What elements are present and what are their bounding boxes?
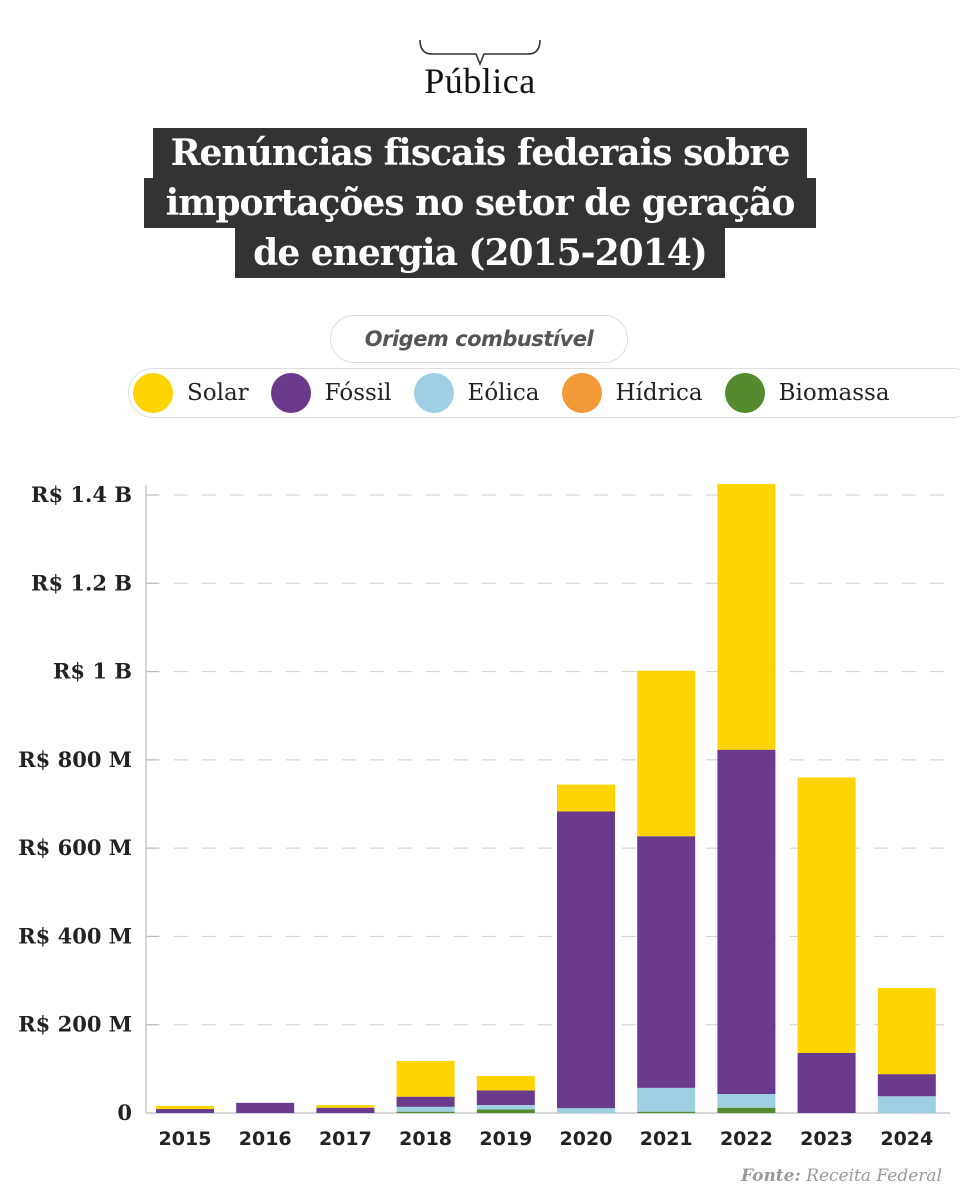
- bar-segment-fossil-2018: [396, 1096, 455, 1107]
- legend-label: Solar: [187, 380, 249, 406]
- legend-item-biomassa: Biomassa: [724, 373, 890, 413]
- bar-segment-biomassa-2021: [637, 1111, 696, 1113]
- bar-segment-biomassa-2018: [396, 1111, 455, 1113]
- legend-label: Hídrica: [615, 380, 703, 406]
- legend-label: Eólica: [467, 380, 540, 406]
- legend-item-hidrica: Hídrica: [561, 373, 703, 413]
- legend-title: Origem combustível: [330, 315, 628, 363]
- bar-segment-eolica-2019: [476, 1105, 535, 1110]
- hidrica-swatch-icon: [561, 373, 602, 413]
- legend-label: Biomassa: [778, 380, 890, 406]
- brand-name: Pública: [424, 61, 536, 101]
- x-tick-label: 2019: [479, 1128, 532, 1150]
- speech-bracket-icon: [419, 39, 541, 67]
- legend-item-eolica: Eólica: [413, 373, 540, 413]
- x-tick-label: 2020: [560, 1128, 613, 1150]
- bar-segment-solar-2021: [637, 670, 696, 837]
- bar-segment-eolica-2024: [877, 1096, 936, 1113]
- legend: Solar Fóssil Eólica Hídrica Biomassa: [128, 368, 960, 418]
- eolica-swatch-icon: [413, 373, 454, 413]
- x-tick-label: 2017: [319, 1128, 372, 1150]
- bar-segment-solar-2018: [396, 1060, 455, 1097]
- x-tick-label: 2021: [640, 1128, 693, 1150]
- title-line-1: Renúncias fiscais federais sobre: [152, 128, 808, 178]
- legend-item-solar: Solar: [133, 373, 249, 413]
- biomassa-swatch-icon: [724, 373, 765, 413]
- bar-segment-biomassa-2022: [717, 1107, 776, 1113]
- bar-segment-solar-2023: [797, 777, 856, 1053]
- bar-segment-solar-2020: [557, 784, 615, 812]
- bar-segment-solar-2017: [316, 1105, 375, 1108]
- bar-segment-fossil-2021: [637, 836, 696, 1088]
- y-tick-label: 0: [117, 1100, 132, 1125]
- chart-title: Renúncias fiscais federais sobre importa…: [0, 128, 960, 278]
- y-tick-label: R$ 1.4 B: [31, 482, 132, 507]
- bar-segment-fossil-2019: [476, 1090, 535, 1106]
- y-tick-label: R$ 1.2 B: [31, 570, 132, 595]
- bar-segment-solar-2022: [717, 483, 776, 750]
- title-line-3: de energia (2015-2014): [235, 228, 725, 278]
- publica-logo: Pública: [410, 38, 550, 108]
- bar-segment-eolica-2022: [717, 1094, 776, 1108]
- bar-segment-biomassa-2019: [476, 1109, 535, 1113]
- bar-segment-eolica-2018: [396, 1106, 455, 1112]
- source-value: Receita Federal: [806, 1166, 942, 1186]
- bar-segment-fossil-2016: [236, 1102, 295, 1113]
- fossil-swatch-icon: [270, 373, 311, 413]
- x-tick-label: 2016: [239, 1128, 292, 1150]
- bar-segment-fossil-2024: [877, 1074, 936, 1097]
- bar-segment-fossil-2017: [316, 1107, 375, 1113]
- bar-segment-solar-2015: [156, 1105, 214, 1110]
- y-tick-label: R$ 600 M: [18, 835, 132, 860]
- legend-label: Fóssil: [324, 380, 392, 406]
- bar-segment-fossil-2022: [717, 749, 776, 1095]
- x-tick-label: 2024: [880, 1128, 933, 1150]
- legend-item-fossil: Fóssil: [270, 373, 392, 413]
- bar-segment-fossil-2020: [557, 811, 615, 1109]
- x-tick-label: 2015: [159, 1128, 212, 1150]
- source-label: Fonte:: [740, 1166, 801, 1186]
- y-tick-label: R$ 200 M: [18, 1012, 132, 1037]
- x-tick-label: 2018: [399, 1128, 452, 1150]
- x-tick-label: 2023: [800, 1128, 853, 1150]
- y-tick-label: R$ 1 B: [53, 659, 132, 684]
- x-tick-label: 2022: [720, 1128, 773, 1150]
- bar-segment-fossil-2023: [797, 1052, 856, 1113]
- bar-segment-fossil-2015: [156, 1109, 214, 1113]
- stacked-bar-chart: 0 R$ 200 M R$ 400 M R$ 600 M R$ 800 M R$ 1 B R…: [18, 482, 950, 1150]
- y-tick-label: R$ 400 M: [18, 923, 132, 948]
- bar-segment-eolica-2020: [557, 1108, 615, 1113]
- y-tick-label: R$ 800 M: [18, 747, 132, 772]
- bar-segment-solar-2024: [877, 988, 936, 1075]
- title-line-2: importações no setor de geração: [143, 178, 817, 228]
- bar-segment-solar-2019: [476, 1075, 535, 1091]
- bar-segment-eolica-2021: [637, 1087, 696, 1112]
- source-note: Fonte: Receita Federal: [741, 1166, 942, 1186]
- solar-swatch-icon: [133, 373, 173, 413]
